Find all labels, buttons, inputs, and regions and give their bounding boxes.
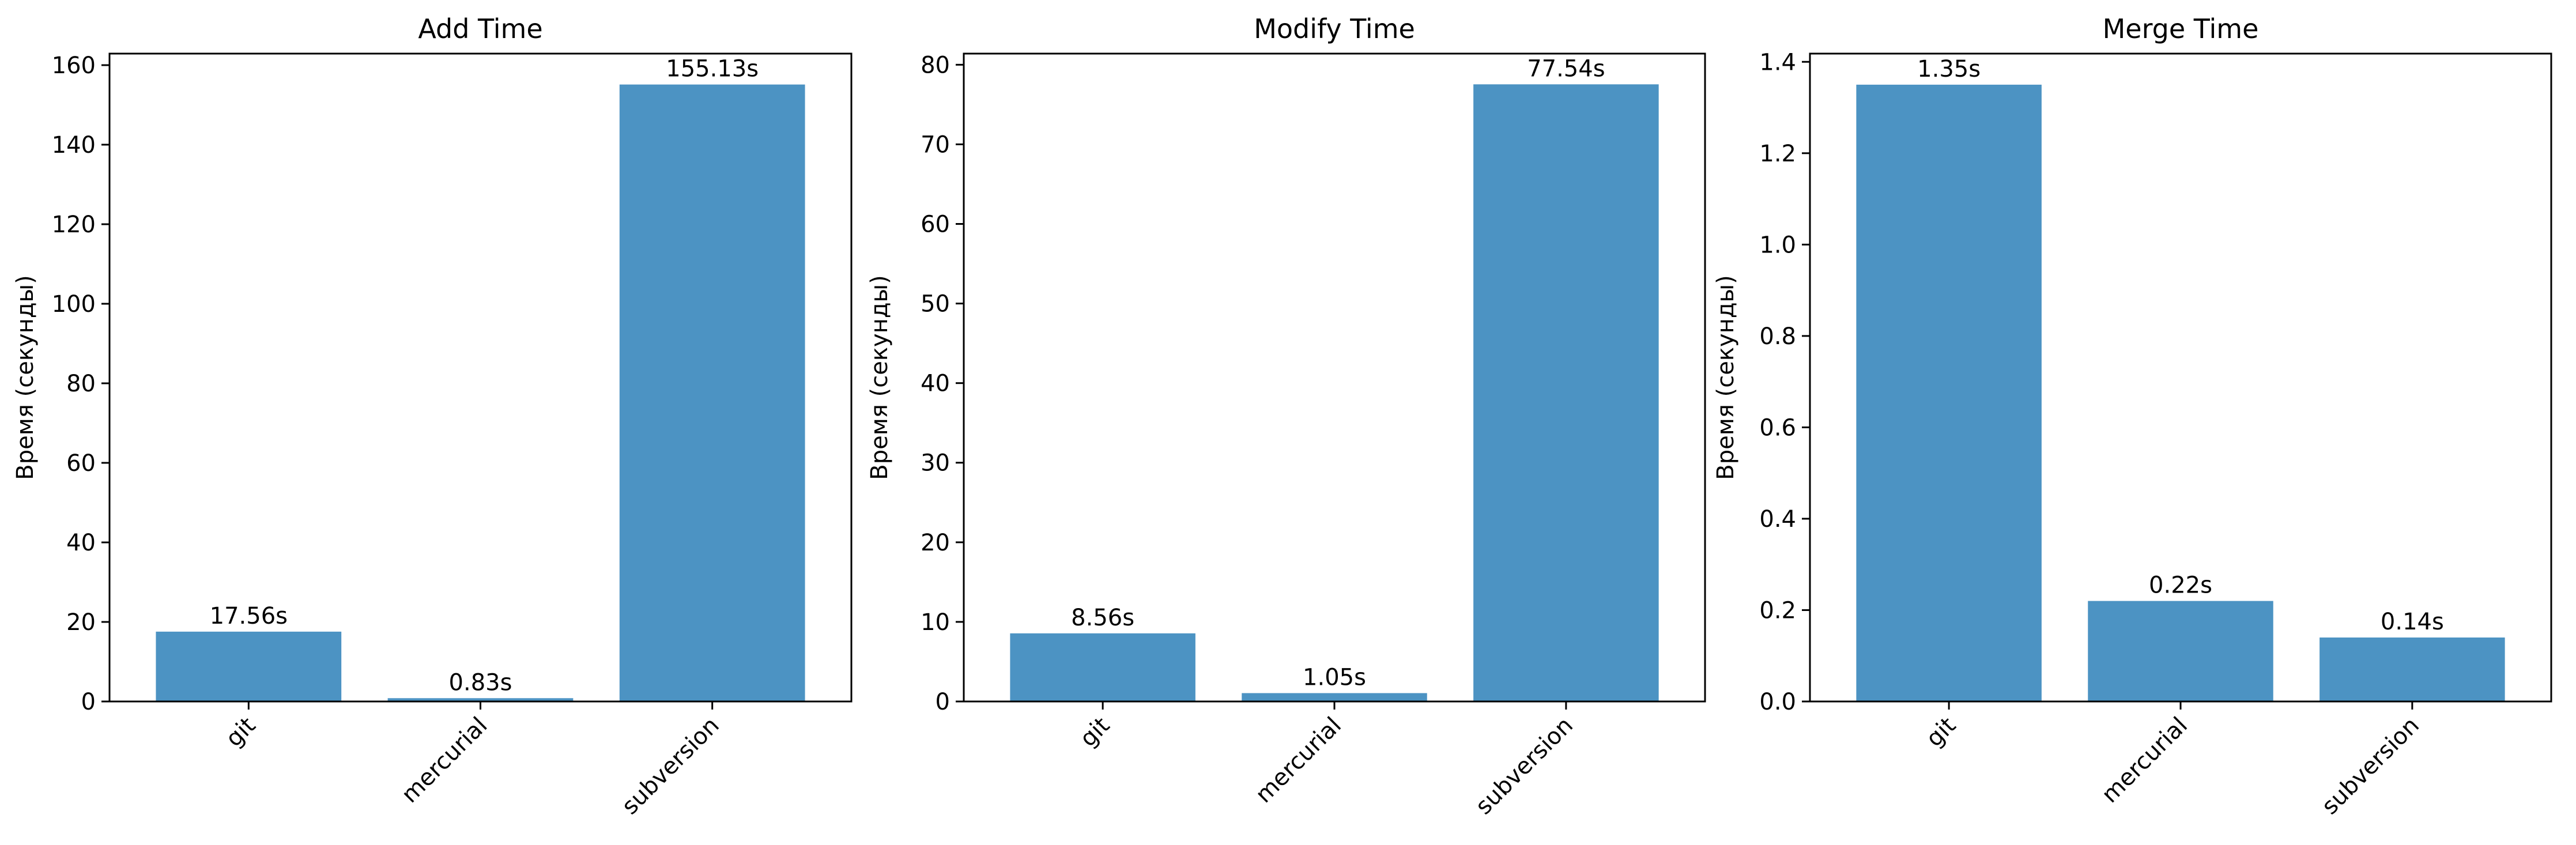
- y-axis-label: Время (секунды): [1713, 275, 1739, 480]
- bar-value-label: 8.56s: [1071, 605, 1134, 631]
- bar-mercurial: [2088, 601, 2273, 701]
- bar-mercurial: [1242, 693, 1427, 701]
- bar-value-label: 77.54s: [1527, 55, 1605, 82]
- y-tick-label: 60: [921, 211, 950, 237]
- y-tick-label: 60: [66, 450, 96, 477]
- bar-subversion: [2319, 637, 2505, 701]
- y-tick-label: 50: [921, 291, 950, 318]
- bar-value-label: 1.35s: [1917, 56, 1981, 82]
- y-tick-label: 0: [81, 689, 96, 715]
- y-tick-label: 0.6: [1759, 414, 1796, 441]
- y-tick-label: 160: [52, 52, 96, 79]
- y-axis-label: Время (секунды): [12, 275, 39, 480]
- bar-value-label: 0.14s: [2381, 609, 2444, 635]
- y-tick-label: 80: [66, 371, 96, 397]
- bar-value-label: 17.56s: [210, 603, 288, 629]
- bar-value-label: 0.83s: [449, 669, 512, 696]
- y-tick-label: 40: [921, 371, 950, 397]
- bar-git: [156, 631, 342, 701]
- chart-title: Modify Time: [1254, 13, 1415, 44]
- y-tick-label: 0.2: [1759, 597, 1796, 624]
- y-tick-label: 1.4: [1759, 49, 1796, 76]
- chart-title: Merge Time: [2103, 13, 2259, 44]
- y-axis-label: Время (секунды): [866, 275, 893, 480]
- bar-git: [1856, 84, 2042, 702]
- y-tick-label: 100: [52, 291, 96, 318]
- bar-subversion: [1473, 84, 1659, 701]
- bar-mercurial: [387, 698, 574, 701]
- y-tick-label: 80: [921, 52, 950, 78]
- y-tick-label: 20: [921, 530, 950, 556]
- bar-value-label: 155.13s: [666, 56, 759, 82]
- chart-title: Add Time: [418, 13, 542, 44]
- y-tick-label: 0.8: [1759, 323, 1796, 350]
- y-tick-label: 10: [921, 609, 950, 636]
- y-tick-label: 70: [921, 131, 950, 158]
- y-tick-label: 0.0: [1759, 689, 1796, 715]
- y-tick-label: 20: [66, 609, 96, 636]
- y-tick-label: 30: [921, 450, 950, 477]
- bar-subversion: [619, 84, 805, 701]
- y-tick-label: 0.4: [1759, 506, 1796, 533]
- bar-value-label: 0.22s: [2149, 572, 2212, 599]
- y-tick-label: 0: [936, 689, 950, 715]
- bar-git: [1010, 633, 1195, 701]
- y-tick-label: 40: [66, 530, 96, 556]
- charts-container: 17.56s0.83s155.13s020406080100120140160g…: [12, 13, 2552, 820]
- bar-value-label: 1.05s: [1303, 665, 1366, 691]
- y-tick-label: 1.2: [1759, 141, 1796, 167]
- y-tick-label: 1.0: [1759, 232, 1796, 258]
- y-tick-label: 140: [52, 132, 96, 159]
- y-tick-label: 120: [52, 212, 96, 238]
